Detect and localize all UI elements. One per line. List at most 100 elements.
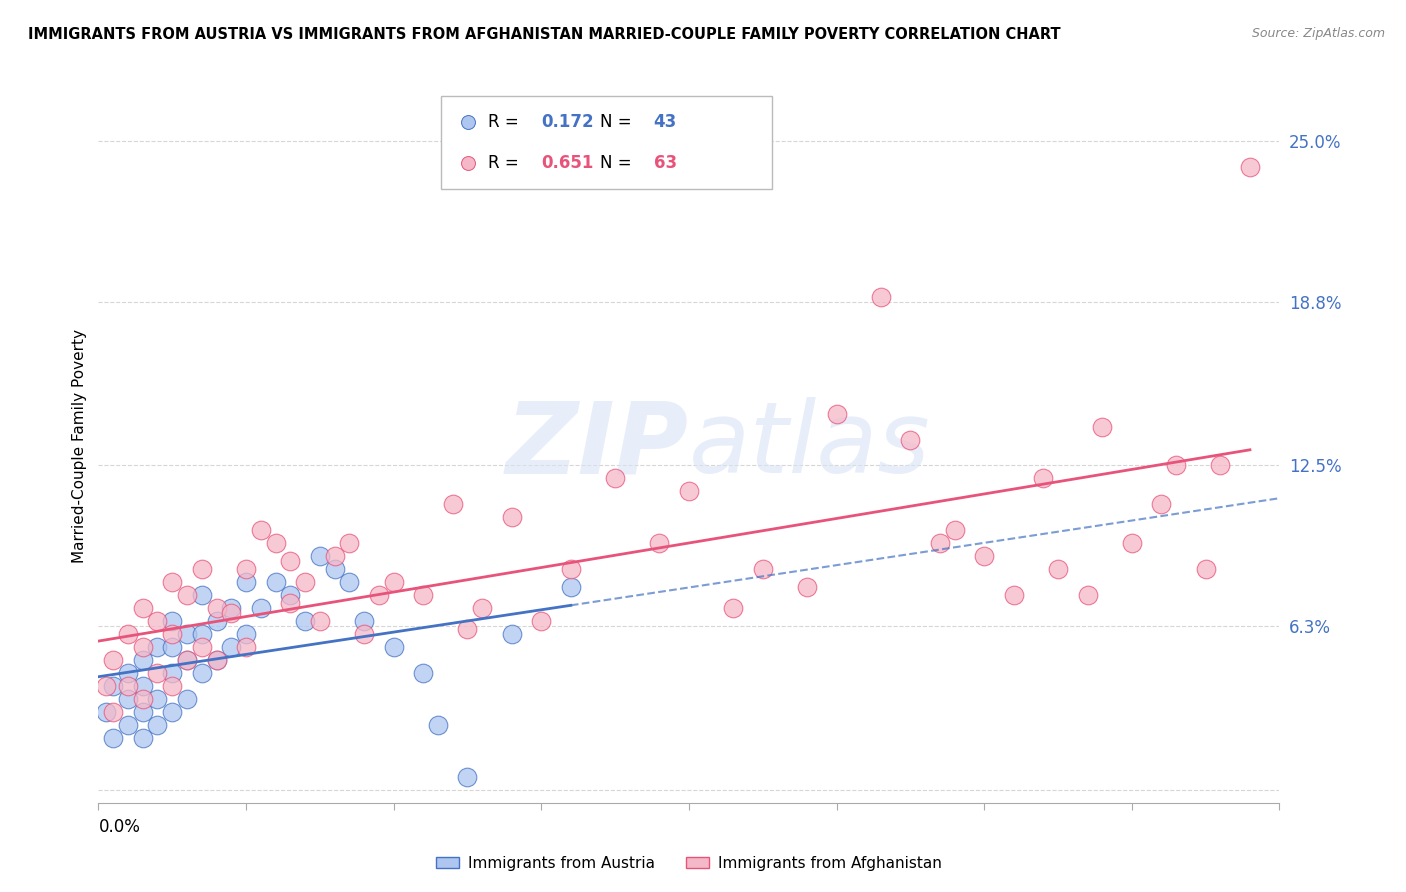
Point — [367, 588, 389, 602]
Point — [219, 607, 242, 621]
Point — [94, 705, 117, 719]
Point — [132, 601, 155, 615]
Point — [1209, 458, 1232, 473]
Text: 0.0%: 0.0% — [98, 819, 141, 837]
Point — [103, 705, 124, 719]
Point — [176, 588, 198, 602]
Point — [146, 666, 169, 681]
Point — [146, 718, 169, 732]
Point — [176, 627, 198, 641]
Point — [132, 679, 155, 693]
Point — [191, 627, 214, 641]
Point — [412, 588, 434, 602]
Point — [132, 731, 155, 745]
Point — [176, 692, 198, 706]
Point — [146, 692, 169, 706]
Point — [103, 731, 124, 745]
Point — [1121, 536, 1143, 550]
Point — [191, 588, 214, 602]
Point — [219, 640, 242, 654]
Point — [162, 666, 183, 681]
Point — [278, 596, 301, 610]
Point — [973, 549, 995, 564]
Point — [678, 484, 700, 499]
Point — [235, 627, 257, 641]
Point — [898, 433, 921, 447]
Point — [1164, 458, 1187, 473]
Point — [1077, 588, 1099, 602]
Point — [205, 601, 228, 615]
Point — [353, 614, 375, 628]
Point — [162, 614, 183, 628]
Point — [456, 770, 478, 784]
Point — [146, 640, 169, 654]
Point — [162, 679, 183, 693]
Point — [1046, 562, 1069, 576]
Point — [796, 581, 818, 595]
Point — [250, 601, 273, 615]
FancyBboxPatch shape — [441, 96, 772, 189]
Point — [117, 627, 139, 641]
Point — [323, 562, 346, 576]
Point — [117, 692, 139, 706]
Point — [103, 679, 124, 693]
Point — [323, 549, 346, 564]
Point — [117, 718, 139, 732]
Point — [928, 536, 950, 550]
Point — [132, 692, 155, 706]
Point — [560, 581, 582, 595]
Point — [235, 575, 257, 590]
Point — [205, 653, 228, 667]
Text: Source: ZipAtlas.com: Source: ZipAtlas.com — [1251, 27, 1385, 40]
Point — [501, 510, 523, 524]
Point — [294, 575, 316, 590]
Point — [721, 601, 744, 615]
Point — [103, 653, 124, 667]
Point — [235, 640, 257, 654]
Point — [132, 705, 155, 719]
Text: IMMIGRANTS FROM AUSTRIA VS IMMIGRANTS FROM AFGHANISTAN MARRIED-COUPLE FAMILY POV: IMMIGRANTS FROM AUSTRIA VS IMMIGRANTS FR… — [28, 27, 1060, 42]
Point — [94, 679, 117, 693]
Point — [560, 562, 582, 576]
Text: 63: 63 — [654, 154, 676, 172]
Point — [1239, 160, 1261, 174]
Point — [1194, 562, 1216, 576]
Point — [501, 627, 523, 641]
Text: 0.651: 0.651 — [541, 154, 593, 172]
Point — [117, 666, 139, 681]
Point — [605, 471, 627, 485]
Point — [456, 622, 478, 636]
Point — [441, 497, 464, 511]
Point — [162, 705, 183, 719]
Point — [530, 614, 553, 628]
Point — [337, 536, 360, 550]
Point — [337, 575, 360, 590]
Point — [205, 653, 228, 667]
Point — [1091, 419, 1114, 434]
Point — [176, 653, 198, 667]
Point — [191, 666, 214, 681]
Y-axis label: Married-Couple Family Poverty: Married-Couple Family Poverty — [72, 329, 87, 563]
Point — [426, 718, 449, 732]
Point — [648, 536, 671, 550]
Point — [412, 666, 434, 681]
Point — [308, 614, 332, 628]
Text: R =: R = — [488, 113, 524, 131]
Point — [162, 640, 183, 654]
Point — [132, 640, 155, 654]
Point — [176, 653, 198, 667]
Point — [353, 627, 375, 641]
Point — [219, 601, 242, 615]
Point — [162, 627, 183, 641]
Point — [264, 575, 287, 590]
Point — [278, 588, 301, 602]
Point — [278, 554, 301, 568]
Point — [250, 524, 273, 538]
Point — [235, 562, 257, 576]
Point — [205, 614, 228, 628]
Text: ZIP: ZIP — [506, 398, 689, 494]
Point — [294, 614, 316, 628]
Point — [471, 601, 494, 615]
Point — [1032, 471, 1054, 485]
Point — [162, 575, 183, 590]
